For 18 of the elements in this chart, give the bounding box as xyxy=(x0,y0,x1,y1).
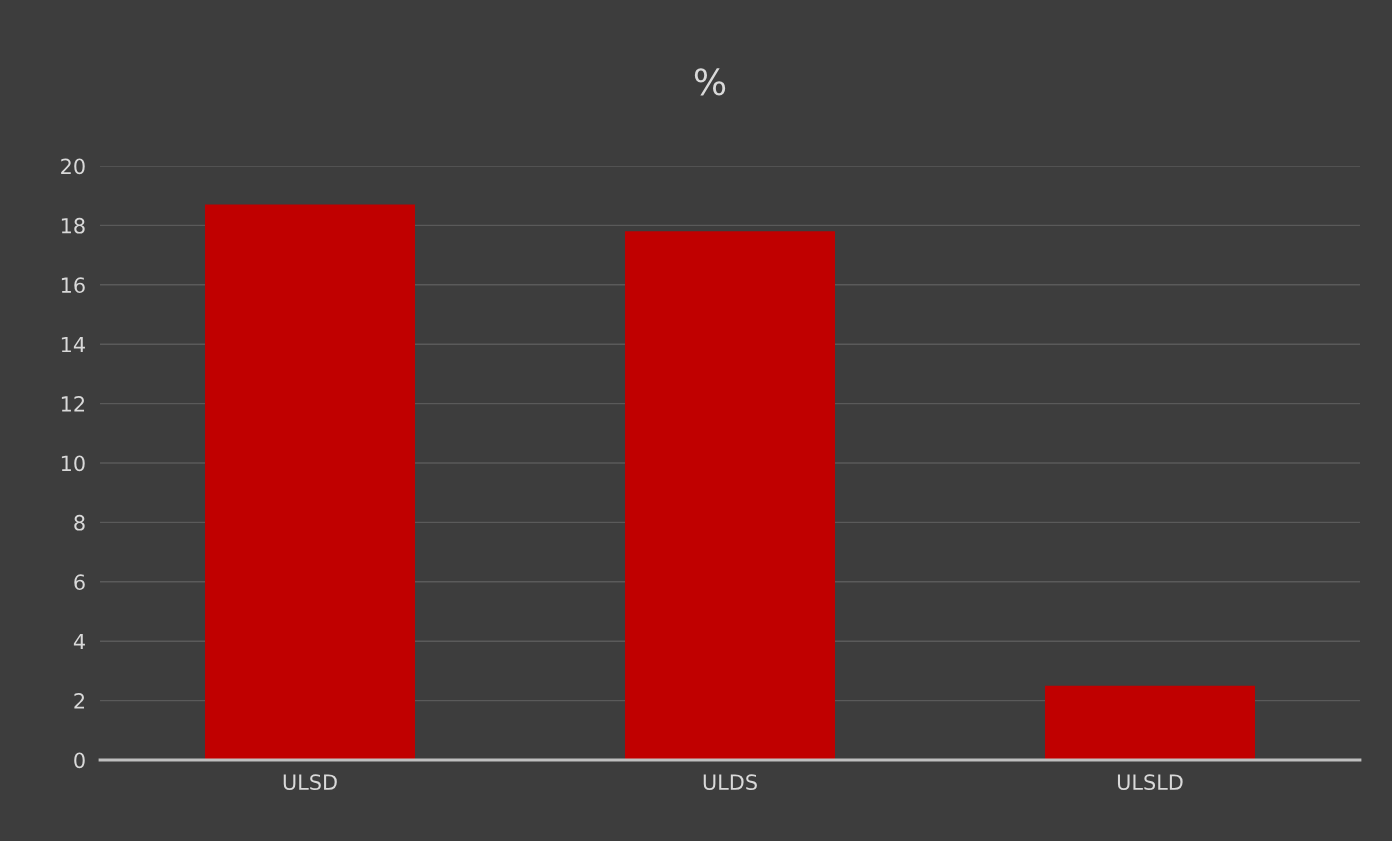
y-tick-label: 12 xyxy=(61,396,85,412)
x-tick-label: ULDS xyxy=(703,774,757,791)
x-tick-label: ULSLD xyxy=(1117,774,1183,791)
y-tick-label: 2 xyxy=(74,693,85,709)
y-tick-label: 14 xyxy=(61,336,85,353)
bar xyxy=(205,204,415,760)
y-tick-label: 18 xyxy=(61,217,85,234)
bar xyxy=(1045,685,1255,760)
y-tick-label: 10 xyxy=(61,455,85,472)
bar xyxy=(625,231,835,760)
y-tick-label: 0 xyxy=(74,752,85,769)
y-tick-label: 4 xyxy=(73,633,85,650)
y-tick-label: 16 xyxy=(61,277,85,294)
y-tick-label: 6 xyxy=(74,574,85,591)
y-tick-label: 8 xyxy=(74,514,85,531)
x-tick-label: ULSD xyxy=(283,774,337,791)
y-tick-label: 20 xyxy=(61,158,85,175)
chart-title: % xyxy=(694,68,726,96)
